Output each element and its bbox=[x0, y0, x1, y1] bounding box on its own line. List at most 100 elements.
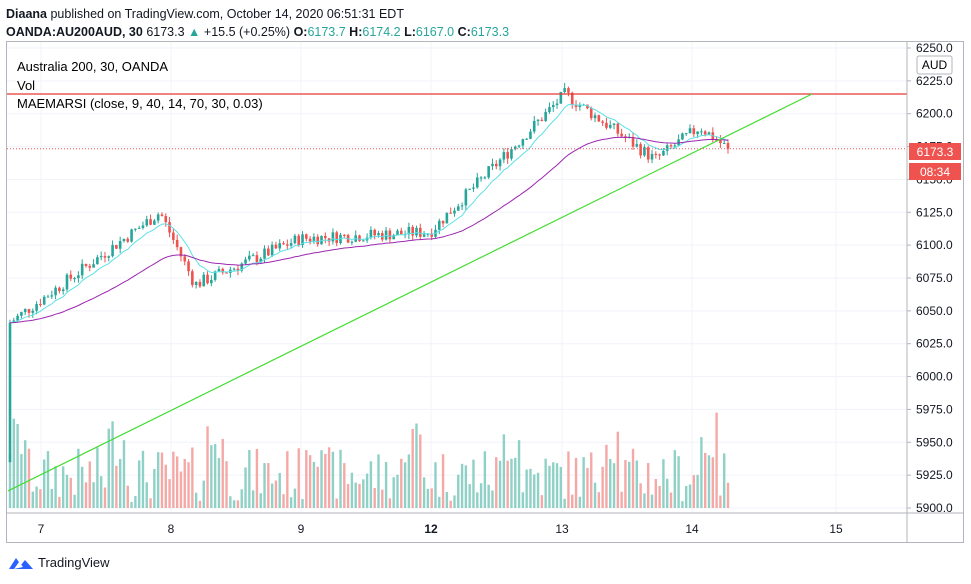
candle-body bbox=[460, 205, 464, 207]
price-tick-label: 5900.0 bbox=[916, 501, 953, 515]
candle-body bbox=[491, 163, 494, 167]
volume-bar bbox=[240, 489, 243, 508]
candle-body bbox=[688, 128, 692, 134]
volume-bar bbox=[601, 466, 604, 508]
candle-body bbox=[601, 121, 604, 123]
volume-bar bbox=[650, 494, 654, 508]
volume-bar bbox=[194, 492, 198, 508]
low-value: 6167.0 bbox=[415, 25, 455, 39]
candle-body bbox=[479, 177, 483, 179]
candle-body bbox=[73, 278, 76, 280]
volume-bar bbox=[346, 484, 350, 508]
candle-body bbox=[612, 123, 616, 125]
volume-bar bbox=[301, 499, 304, 508]
candle-body bbox=[84, 263, 88, 266]
volume-bar bbox=[54, 466, 57, 508]
publish-text: published on TradingView.com, October 14… bbox=[50, 7, 404, 21]
candle-body bbox=[555, 103, 559, 106]
trend-line[interactable] bbox=[7, 93, 813, 492]
footer-brand[interactable]: TradingView bbox=[8, 555, 110, 570]
volume-bar bbox=[590, 452, 593, 508]
volume-bar bbox=[460, 463, 464, 508]
volume-bar bbox=[69, 477, 72, 508]
candle-body bbox=[510, 149, 513, 159]
candle-body bbox=[517, 145, 521, 147]
candle-body bbox=[468, 188, 471, 190]
volume-bar bbox=[312, 461, 316, 508]
volume-bar bbox=[533, 474, 536, 508]
candle-body bbox=[16, 315, 19, 321]
candle-body bbox=[608, 124, 612, 128]
low-label: L: bbox=[404, 25, 416, 39]
candle-body bbox=[331, 232, 335, 242]
candle-body bbox=[719, 140, 722, 144]
price-tick-label: 6025.0 bbox=[916, 337, 953, 351]
candle-body bbox=[506, 152, 509, 159]
high-value: 6174.2 bbox=[362, 25, 401, 39]
volume-bar bbox=[58, 497, 61, 508]
candle-body bbox=[35, 304, 38, 311]
volume-bar bbox=[574, 457, 578, 508]
volume-bar bbox=[612, 463, 616, 508]
volume-bar bbox=[479, 483, 483, 508]
volume-bar bbox=[149, 498, 152, 508]
volume-bar bbox=[23, 440, 27, 508]
candle-body bbox=[263, 248, 266, 259]
volume-bar bbox=[297, 448, 300, 508]
volume-bar bbox=[582, 457, 585, 508]
candle-body bbox=[472, 187, 475, 189]
price-tick-label: 6000.0 bbox=[916, 370, 953, 384]
high-label: H: bbox=[349, 25, 363, 39]
volume-bar bbox=[118, 458, 122, 508]
candle-body bbox=[194, 281, 198, 285]
candle-body bbox=[134, 228, 137, 230]
volume-bar bbox=[282, 494, 285, 508]
price-axis[interactable]: 6250.06225.06200.06175.06150.06125.06100… bbox=[906, 41, 953, 542]
volume-bar bbox=[50, 489, 53, 508]
candle-body bbox=[551, 105, 555, 108]
volume-bar bbox=[31, 491, 34, 508]
volume-bar bbox=[430, 488, 433, 508]
candle-body bbox=[191, 271, 194, 285]
candle-body bbox=[118, 241, 122, 249]
volume-bar bbox=[609, 458, 612, 508]
time-tick-label: 9 bbox=[298, 522, 305, 536]
time-tick-label: 14 bbox=[685, 522, 699, 536]
volume-bar bbox=[362, 479, 365, 508]
volume-bar bbox=[415, 423, 418, 508]
volume-bar bbox=[514, 457, 517, 508]
volume-bar bbox=[27, 448, 31, 508]
time-tick-label: 7 bbox=[38, 522, 45, 536]
change-arrow-icon: ▲ bbox=[188, 25, 201, 39]
candle-body bbox=[248, 255, 251, 260]
price-tick-label: 6050.0 bbox=[916, 304, 953, 318]
volume-bar bbox=[210, 445, 213, 508]
currency-label: AUD bbox=[922, 58, 948, 72]
volume-bar bbox=[259, 493, 262, 508]
volume-bar bbox=[552, 462, 555, 508]
volume-bar bbox=[35, 486, 38, 508]
volume-bar bbox=[677, 456, 680, 508]
volume-bar bbox=[183, 458, 186, 508]
volume-bars bbox=[8, 412, 730, 508]
volume-bar bbox=[111, 421, 114, 508]
candle-body bbox=[92, 264, 95, 268]
currency-badge[interactable]: AUD bbox=[916, 55, 953, 75]
symbol-label: OANDA:AU200AUD, 30 bbox=[6, 25, 143, 39]
volume-bar bbox=[631, 448, 635, 508]
candle-body bbox=[620, 133, 623, 137]
candle-body bbox=[54, 287, 57, 296]
candle-body bbox=[58, 287, 61, 292]
author-name[interactable]: Diaana bbox=[6, 7, 47, 21]
candle-body bbox=[498, 159, 502, 167]
time-tick-label: 15 bbox=[829, 522, 843, 536]
candle-body bbox=[703, 131, 707, 135]
time-axis[interactable]: 7 8 9 12 13 14 15 bbox=[7, 512, 963, 536]
candle-body bbox=[259, 258, 263, 263]
volume-bar bbox=[12, 418, 15, 508]
candle-body bbox=[160, 214, 164, 216]
candle-body bbox=[658, 154, 661, 156]
volume-bar bbox=[274, 480, 278, 508]
candle-body bbox=[187, 261, 190, 272]
